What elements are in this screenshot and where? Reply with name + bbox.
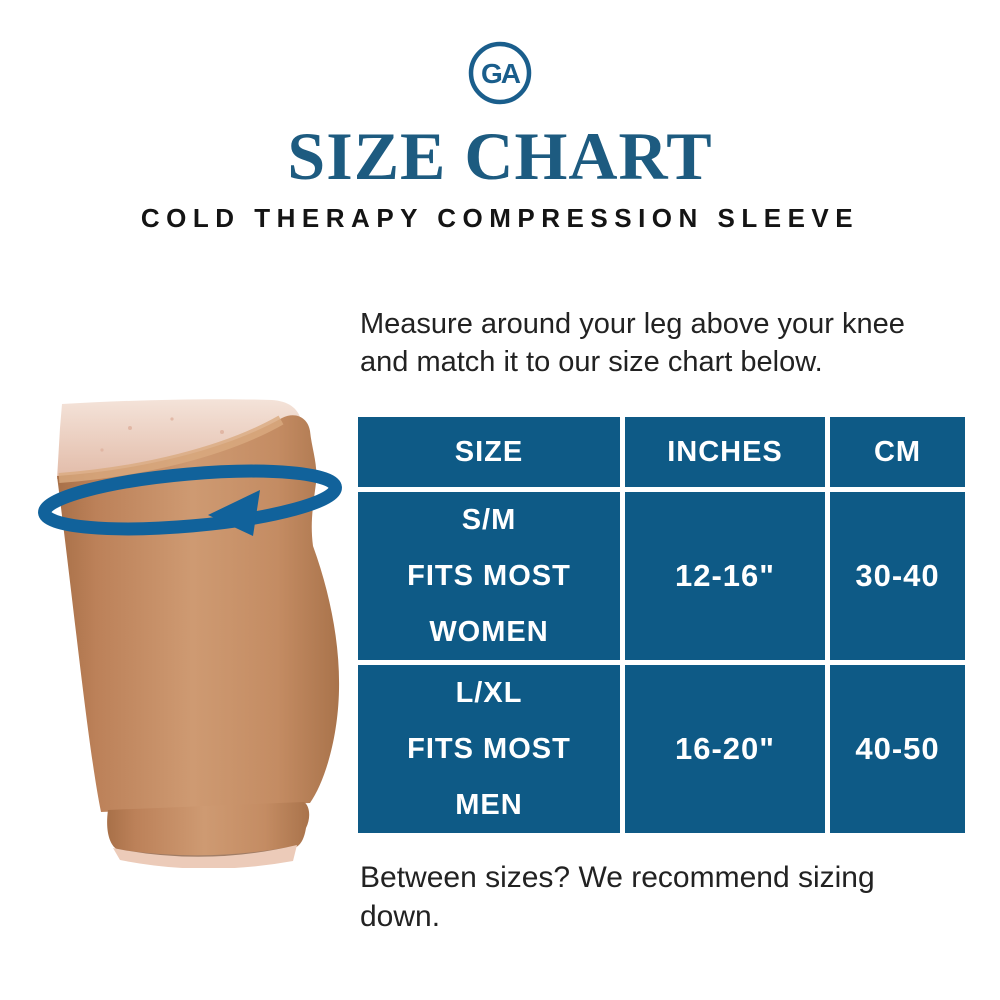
table-row-lxl-cm-cell: 40-50 [830, 665, 965, 833]
measurement-arrow-icon [38, 464, 342, 536]
brand-logo-icon: GA [468, 41, 532, 105]
measure-instructions-line1: Measure around your leg above your knee [360, 308, 905, 340]
table-row-sm-inches-cell: 12-16" [625, 492, 825, 660]
measure-instructions-line2: and match it to our size chart below. [360, 346, 823, 378]
fit-label: FITS MOST [407, 733, 571, 765]
knee-sleeve-photo [10, 398, 350, 869]
page-title: SIZE CHART [287, 118, 713, 194]
column-header-cm: CM [830, 417, 965, 487]
thigh-skin [57, 399, 307, 479]
sizing-note-line2: down. [360, 900, 441, 933]
sizing-note-line1: Between sizes? We recommend sizing [360, 861, 875, 894]
size-label: L/XL [455, 677, 523, 709]
logo-monogram: GA [481, 58, 521, 89]
fit-group-label: WOMEN [429, 616, 549, 648]
brand-logo: GA [466, 39, 534, 107]
page-subtitle: COLD THERAPY COMPRESSION SLEEVE [140, 203, 860, 233]
measure-instructions: Measure around your leg above your knee … [360, 305, 992, 381]
column-header-inches: INCHES [625, 417, 825, 487]
column-header-size: SIZE [358, 417, 620, 487]
table-row-sm-size-cell: S/M FITS MOST WOMEN [358, 492, 620, 660]
table-row-lxl-inches-cell: 16-20" [625, 665, 825, 833]
calf-skin [113, 845, 297, 869]
table-row-sm-cm-cell: 30-40 [830, 492, 965, 660]
sizing-note: Between sizes? We recommend sizing down. [360, 858, 992, 936]
fit-label: FITS MOST [407, 560, 571, 592]
table-row-lxl-size-cell: L/XL FITS MOST MEN [358, 665, 620, 833]
size-table: SIZE INCHES CM S/M FITS MOST WOMEN 12-16… [358, 417, 965, 833]
size-label: S/M [461, 504, 517, 536]
fit-group-label: MEN [455, 789, 523, 821]
